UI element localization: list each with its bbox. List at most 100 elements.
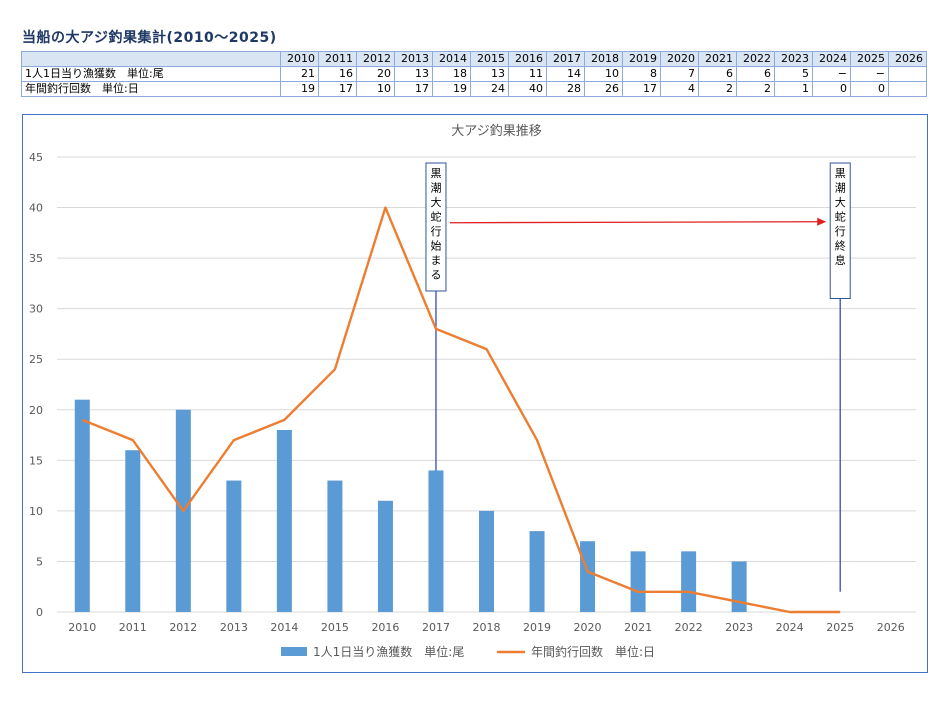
y-tick-label: 5 [36,555,43,568]
legend-label-bar: 1人1日当り漁獲数 単位:尾 [313,644,464,659]
y-tick-label: 0 [36,606,43,619]
y-tick-label: 35 [29,252,43,265]
table-year-header: 2016 [508,51,547,67]
table-year-header: 2022 [736,51,775,67]
bar [226,480,242,612]
table-row-label: 1人1日当り漁獲数 単位:尾 [21,66,281,82]
table-year-header: 2026 [888,51,927,67]
bar [529,531,545,612]
x-tick-label: 2024 [776,621,804,634]
page-title: 当船の大アジ釣果集計(2010〜2025) [22,30,277,46]
table-cell: 11 [508,66,547,82]
x-tick-label: 2021 [624,621,652,634]
chart-frame: 大アジ釣果推移 0 5 10 15 20 25 30 35 40 45 2010 2011 2012 201… [22,114,928,673]
bar [377,500,393,612]
x-tick-label: 2023 [725,621,753,634]
y-tick-label: 25 [29,353,43,366]
table-cell: 2 [698,81,737,97]
bar [276,430,292,612]
table-row: 年間釣行回数 単位:日 19 17 10 17 19 24 40 28 26 17 4 2 2 1 0 0 [21,81,927,97]
table-cell: 17 [622,81,661,97]
y-tick-label: 15 [29,454,43,467]
table-cell: 6 [698,66,737,82]
series-line [81,206,841,614]
table-cell: − [850,66,889,82]
annotation-box [829,162,851,299]
x-tick-label: 2011 [119,621,147,634]
x-tick-label: 2016 [371,621,399,634]
table-cell: 10 [356,81,395,97]
bar [327,480,343,612]
table-cell: 1 [774,81,813,97]
summary-table-header-row: 2010 2011 2012 2013 2014 2015 2016 2017 2018 2019… [21,51,927,67]
x-tick-label: 2015 [321,621,349,634]
table-cell: 13 [470,66,509,82]
x-tick-label: 2020 [574,621,602,634]
arrow-head [817,217,827,226]
table-cell: 40 [508,81,547,97]
table-cell: 6 [736,66,775,82]
x-tick-label: 2014 [270,621,298,634]
bar [479,510,494,612]
table-row: 1人1日当り漁獲数 単位:尾 21 16 20 13 18 13 11 14 10 8 7 6 6 5− − [21,66,927,82]
table-cell: 17 [318,81,357,97]
x-tick-label: 2022 [675,621,703,634]
table-cell: 18 [432,66,471,82]
table-year-header: 2023 [774,51,813,67]
table-cell: 21 [280,66,319,82]
table-cell: 19 [432,81,471,97]
y-tick-label: 45 [29,151,43,164]
table-cell: 17 [394,81,433,97]
table-year-header: 2017 [546,51,585,67]
table-cell: 0 [850,81,889,97]
x-tick-label: 2010 [68,621,96,634]
summary-table: 2010 2011 2012 2013 2014 2015 2016 2017 2018 2019… [21,51,927,97]
table-year-header: 2015 [470,51,509,67]
annotation-text: 黒潮大蛇行始まる [430,167,441,282]
table-cell [888,66,927,82]
table-year-header: 2013 [394,51,433,67]
table-year-header: 2012 [356,51,395,67]
table-year-header: 2010 [280,51,319,67]
table-cell: 8 [622,66,661,82]
legend-label-line: 年間釣行回数 単位:日 [531,644,655,659]
bar [630,551,646,612]
table-cell: 14 [546,66,585,82]
table-year-header: 2024 [812,51,851,67]
x-tick-label: 2019 [523,621,551,634]
table-year-header: 2020 [660,51,699,67]
table-cell: 26 [584,81,623,97]
chart-title: 大アジ釣果推移 [451,123,541,139]
table-year-header: 2011 [318,51,357,67]
legend-swatch-bar [281,647,307,656]
annotation-box [425,162,447,292]
table-cell: 13 [394,66,433,82]
table-cell: 28 [546,81,585,97]
table-year-header: 2019 [622,51,661,67]
table-cell: 7 [660,66,699,82]
table-cell: 4 [660,81,699,97]
x-tick-label: 2018 [473,621,501,634]
x-tick-label: 2025 [826,621,854,634]
x-tick-label: 2026 [877,621,905,634]
bar [681,551,697,612]
table-year-header: 2014 [432,51,471,67]
y-tick-label: 40 [29,202,43,215]
table-year-header: 2025 [850,51,889,67]
table-cell: 24 [470,81,509,97]
table-cell: 2 [736,81,775,97]
table-row-label: 年間釣行回数 単位:日 [21,81,281,97]
bar [74,399,90,612]
bar [580,541,596,612]
bar [731,561,747,612]
x-tick-label: 2017 [422,621,450,634]
table-cell: 16 [318,66,357,82]
bar [428,470,444,612]
y-tick-label: 10 [29,505,43,518]
table-year-header: 2018 [584,51,623,67]
x-tick-label: 2012 [169,621,197,634]
table-corner-cell [21,51,281,67]
bar [125,450,141,612]
table-year-header: 2021 [698,51,737,67]
